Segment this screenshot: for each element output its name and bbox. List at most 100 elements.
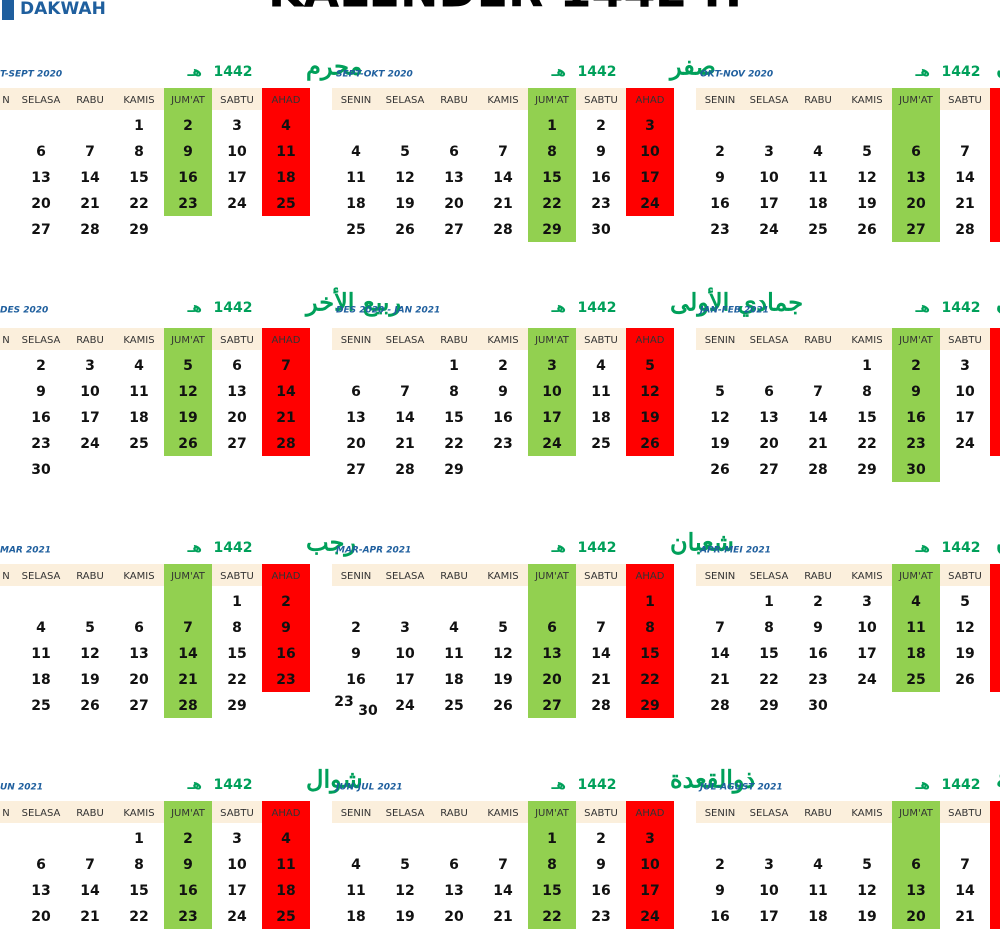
day-number: 17	[640, 883, 659, 899]
day-number: 13	[129, 646, 148, 662]
day-number: 9	[281, 620, 291, 636]
day-number: 4	[281, 118, 291, 134]
day-number: 7	[183, 620, 193, 636]
day-number: 26	[80, 698, 99, 714]
day-number: 8	[645, 620, 655, 636]
day-number: 2	[715, 144, 725, 160]
day-number: 12	[395, 883, 414, 899]
day-number: 6	[449, 857, 459, 873]
weekday-header: RABU	[804, 335, 832, 346]
hijri-month: جمادي الأولى	[670, 286, 803, 318]
weekday-header: RABU	[804, 808, 832, 819]
weekday-header: RABU	[440, 95, 468, 106]
day-number: 24	[955, 436, 975, 452]
day-number: 17	[640, 170, 659, 186]
weekday-header: SENIN	[705, 95, 736, 106]
day-number: 9	[36, 384, 46, 400]
day-number: 2	[36, 358, 46, 374]
hijri-era: هـ	[187, 777, 203, 793]
weekday-header: SENIN	[341, 571, 372, 582]
friday-column	[164, 88, 212, 216]
day-number: 14	[80, 170, 100, 186]
weekday-header: SELASA	[750, 571, 789, 582]
weekday-header: RABU	[76, 808, 104, 819]
day-number: 21	[493, 196, 512, 212]
day-number: 8	[764, 620, 774, 636]
day-number: 4	[351, 144, 361, 160]
weekday-header: SABTU	[948, 808, 982, 819]
hijri-era: هـ	[551, 64, 567, 80]
sunday-column	[626, 564, 674, 718]
day-number: 8	[547, 857, 557, 873]
day-number: 23	[808, 672, 827, 688]
weekday-header: JUM'AT	[534, 95, 570, 106]
weekday-header: AHAD	[272, 571, 301, 582]
day-number: 27	[542, 698, 561, 714]
day-number: 29	[129, 222, 148, 238]
weekday-header: RABU	[76, 335, 104, 346]
day-number: 23	[710, 222, 729, 238]
weekday-header: SABTU	[220, 95, 254, 106]
day-number: 10	[227, 144, 247, 160]
day-number: 23	[591, 909, 610, 925]
day-number: 23	[178, 909, 197, 925]
day-number: 13	[906, 883, 925, 899]
day-number: 15	[444, 410, 463, 426]
weekday-header: SABTU	[584, 335, 618, 346]
weekday-header: SENIN	[341, 808, 372, 819]
day-number: 24	[227, 196, 247, 212]
day-number: 22	[129, 196, 148, 212]
hijri-era: هـ	[187, 540, 203, 556]
day-number: 24	[640, 196, 660, 212]
header-band	[332, 88, 674, 110]
header-band	[332, 328, 674, 350]
hijri-month: محرم	[306, 52, 362, 82]
weekday-header: RABU	[440, 571, 468, 582]
day-number: 20	[227, 410, 247, 426]
day-number: 19	[640, 410, 659, 426]
weekday-header: SABTU	[948, 571, 982, 582]
day-number: 22	[857, 436, 876, 452]
weekday-header: SENIN	[341, 335, 372, 346]
day-number: 7	[400, 384, 410, 400]
day-number: 7	[960, 857, 970, 873]
hijri-era: هـ	[915, 540, 931, 556]
hijri-month: ذوالقعدة	[670, 765, 755, 795]
day-number: 27	[759, 462, 778, 478]
day-number: 7	[498, 857, 508, 873]
friday-column	[528, 564, 576, 718]
day-number: 18	[276, 883, 295, 899]
day-number: 28	[276, 436, 295, 452]
day-number: 10	[80, 384, 100, 400]
hijri-year: 1442	[578, 300, 617, 316]
day-number: 12	[80, 646, 99, 662]
weekday-header: SELASA	[386, 95, 425, 106]
weekday-header: SABTU	[584, 571, 618, 582]
hijri-year: 1442	[942, 540, 981, 556]
friday-column	[892, 564, 940, 692]
weekday-header: SELASA	[386, 571, 425, 582]
day-number: 6	[911, 144, 921, 160]
day-number: 25	[808, 222, 827, 238]
logo-icon	[2, 0, 14, 20]
day-number: 18	[591, 410, 610, 426]
day-number: 26	[955, 672, 974, 688]
day-number: 18	[346, 196, 365, 212]
day-number: 3	[645, 831, 655, 847]
day-number: 21	[80, 909, 99, 925]
day-number: 5	[715, 384, 725, 400]
day-number: 11	[129, 384, 148, 400]
weekday-header: JUM'AT	[170, 95, 206, 106]
day-number: 18	[129, 410, 148, 426]
day-number: 16	[710, 196, 729, 212]
day-number: 5	[645, 358, 655, 374]
weekday-header: AHAD	[636, 571, 665, 582]
weekday-header: AHAD	[636, 95, 665, 106]
day-number: 13	[906, 170, 925, 186]
day-number: 27	[346, 462, 365, 478]
day-number: 24	[759, 222, 779, 238]
hijri-year: 1442	[214, 777, 253, 793]
day-number: 23	[276, 672, 295, 688]
hijri-year: 1442	[214, 300, 253, 316]
day-number: 29	[444, 462, 463, 478]
